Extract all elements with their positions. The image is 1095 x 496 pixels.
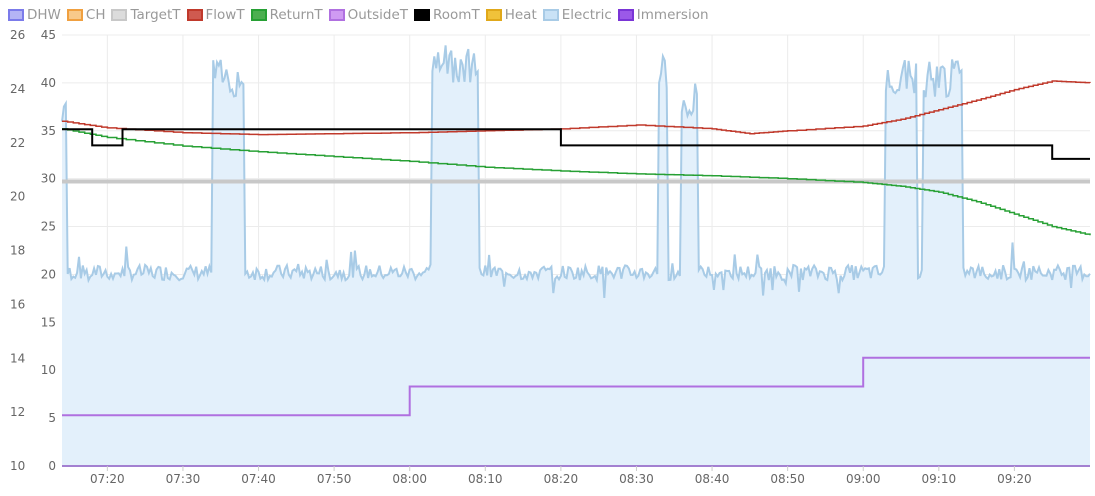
legend-item-targett[interactable]: TargetT xyxy=(111,7,181,23)
legend-item-ch[interactable]: CH xyxy=(66,7,106,23)
series-flowt-line xyxy=(62,80,1091,136)
legend-label: OutsideT xyxy=(347,7,409,23)
legend-item-dhw[interactable]: DHW xyxy=(8,7,61,23)
legend-item-roomt[interactable]: RoomT xyxy=(414,7,480,23)
legend-item-electric[interactable]: Electric xyxy=(542,7,612,23)
legend-swatch xyxy=(414,9,431,21)
y-left-tick-label: 18 xyxy=(10,244,25,258)
y-right-tick-label: 30 xyxy=(41,172,56,186)
legend-label: FlowT xyxy=(205,7,245,23)
x-tick-label: 08:20 xyxy=(544,472,579,486)
legend-swatch xyxy=(186,9,203,21)
legend-swatch xyxy=(250,9,267,21)
legend-item-outsidet[interactable]: OutsideT xyxy=(328,7,409,23)
y-left-tick-label: 20 xyxy=(10,190,25,204)
x-tick-label: 08:50 xyxy=(770,472,805,486)
legend-swatch xyxy=(542,9,559,21)
y-right-tick-label: 10 xyxy=(41,363,56,377)
y-right-tick-label: 15 xyxy=(41,315,56,329)
y-left-tick-label: 22 xyxy=(10,136,25,150)
y-left-tick-label: 10 xyxy=(10,459,25,473)
x-tick-label: 07:20 xyxy=(90,472,125,486)
legend-label: Heat xyxy=(504,7,537,23)
y-right-tick-label: 35 xyxy=(41,124,56,138)
legend-swatch xyxy=(617,9,634,21)
legend-label: Immersion xyxy=(636,7,709,23)
x-tick-label: 08:40 xyxy=(695,472,730,486)
legend-label: DHW xyxy=(27,7,61,23)
y-right-tick-label: 25 xyxy=(41,220,56,234)
series-electric-line xyxy=(61,45,1091,298)
legend-label: RoomT xyxy=(433,7,480,23)
y-left-tick-label: 16 xyxy=(10,297,25,311)
legend-label: ReturnT xyxy=(269,7,323,23)
legend-swatch xyxy=(485,9,502,21)
x-tick-label: 07:30 xyxy=(166,472,201,486)
x-tick-label: 07:40 xyxy=(241,472,276,486)
legend-label: TargetT xyxy=(130,7,181,23)
x-tick-label: 08:30 xyxy=(619,472,654,486)
x-tick-label: 07:50 xyxy=(317,472,352,486)
legend-item-flowt[interactable]: FlowT xyxy=(186,7,245,23)
y-right-tick-label: 45 xyxy=(41,28,56,42)
x-tick-label: 09:10 xyxy=(922,472,957,486)
y-right-tick-label: 40 xyxy=(41,76,56,90)
series-electric-area xyxy=(62,45,1090,467)
y-left-tick-label: 26 xyxy=(10,28,25,42)
y-left-tick-label: 24 xyxy=(10,82,25,96)
y-right-tick-label: 0 xyxy=(48,459,56,473)
y-left-tick-label: 14 xyxy=(10,351,25,365)
chart-legend: DHW CH TargetT FlowT ReturnT OutsideT RoomT Hea… xyxy=(8,7,715,23)
legend-swatch xyxy=(111,9,128,21)
legend-item-returnt[interactable]: ReturnT xyxy=(250,7,323,23)
x-tick-label: 09:20 xyxy=(997,472,1032,486)
x-tick-label: 09:00 xyxy=(846,472,881,486)
legend-swatch xyxy=(328,9,345,21)
series-roomt-line xyxy=(62,128,1090,160)
legend-swatch xyxy=(66,9,83,21)
series-returnt-line xyxy=(62,128,1091,236)
legend-item-heat[interactable]: Heat xyxy=(485,7,537,23)
y-right-tick-label: 5 xyxy=(48,411,56,425)
y-left-tick-label: 12 xyxy=(10,405,25,419)
y-right-tick-label: 20 xyxy=(41,267,56,281)
legend-label: CH xyxy=(85,7,106,23)
legend-swatch xyxy=(8,9,24,21)
legend-item-immersion[interactable]: Immersion xyxy=(617,7,709,23)
legend-label: Electric xyxy=(561,7,612,23)
x-tick-label: 08:10 xyxy=(468,472,503,486)
x-tick-label: 08:00 xyxy=(392,472,427,486)
series-outsidet-line xyxy=(62,356,1090,417)
